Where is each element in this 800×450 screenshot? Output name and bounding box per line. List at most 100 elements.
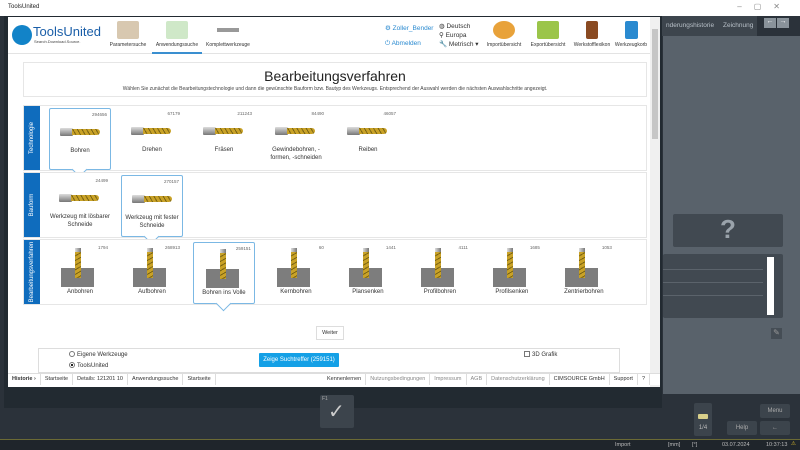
units-select[interactable]: 🔧 Metrisch ▾ — [439, 41, 479, 48]
option-item[interactable]: 294656 Bohren — [49, 108, 111, 170]
tab-zeichnung[interactable]: Zeichnung — [719, 16, 757, 36]
footer-link[interactable]: ? — [638, 374, 650, 385]
user-link[interactable]: ⚙ Zoller_Bender — [385, 25, 434, 32]
content-area: ToolsUnited Search.Download.Source. Para… — [8, 17, 660, 387]
logout-link[interactable]: ⏻ Abmelden — [385, 40, 421, 47]
section-label: Technologie — [24, 106, 40, 170]
book-icon — [586, 21, 598, 39]
footer-link[interactable]: Anwendungssuche — [128, 374, 184, 385]
page-title: Bearbeitungsverfahren — [264, 68, 406, 84]
region-select[interactable]: ⚲ Europa — [439, 32, 467, 39]
title-bar: ToolsUnited — [0, 0, 800, 16]
window-controls[interactable]: –▢✕ — [737, 2, 792, 11]
option-item[interactable]: 270157 Werkzeug mit fester Schneide — [121, 175, 183, 237]
show-results-button[interactable]: Zeige Suchtreffer (259151) — [259, 353, 339, 367]
language-select[interactable]: ◍ Deutsch — [439, 23, 471, 30]
page-indicator[interactable]: 1/4 — [694, 403, 712, 436]
option-label: Anbohren — [66, 289, 94, 295]
weiter-button[interactable]: Weiter — [316, 326, 344, 340]
checkmark-icon: ✓ — [328, 401, 345, 423]
option-item[interactable]: 4111 Profilbohren — [409, 242, 471, 304]
nav-anwendungssuche[interactable]: Anwendungssuche — [152, 21, 202, 54]
radio-toolsunited[interactable]: ToolsUnited — [69, 362, 108, 369]
option-item[interactable]: 211243 Fräsen — [193, 108, 255, 170]
section-bauform: Bauform 24499 Werkzeug mit lösbarer Schnei… — [23, 172, 647, 238]
option-label: Werkzeug mit fester Schneide — [125, 215, 179, 230]
import-button[interactable]: Importübersicht — [484, 21, 524, 48]
werkstofflexikon-button[interactable]: Werkstofflexikon — [572, 21, 612, 48]
footer-link[interactable]: Historie › — [8, 374, 41, 385]
result-count: 67179 — [167, 111, 180, 116]
back-button[interactable]: ← — [760, 421, 790, 435]
radio-eigene-werkzeuge[interactable]: Eigene Werkzeuge — [69, 351, 128, 358]
scrollbar-thumb[interactable] — [652, 29, 658, 139]
edit-pencil-icon[interactable]: ✎ — [771, 328, 782, 339]
arrow-left-button[interactable]: ← — [764, 18, 776, 28]
option-item[interactable]: 1685 Profilsenken — [481, 242, 543, 304]
question-icon: ? — [673, 214, 783, 247]
werkzeugkorb-button[interactable]: Werkzeugkorb — [612, 21, 650, 48]
footer-bar: Historie › Startseite Details: 121201 10 An… — [8, 373, 660, 385]
option-label: Aufbohren — [138, 289, 166, 295]
footer-link[interactable]: AGB — [467, 374, 488, 385]
footer-link[interactable]: Nutzungsbedingungen — [366, 374, 431, 385]
import-icon — [493, 21, 515, 39]
option-item[interactable]: 259151 Bohren ins Volle — [192, 242, 255, 304]
list-box[interactable] — [663, 254, 783, 318]
complete-tool-icon — [217, 21, 239, 39]
option-item[interactable]: 24499 Werkzeug mit lösbarer Schneide — [49, 175, 111, 237]
option-label: Werkzeug mit lösbarer Schneide — [50, 214, 110, 229]
section-label: Bauform — [24, 173, 40, 237]
nav-komplettwerkzeuge[interactable]: Komplettwerkzeuge — [206, 21, 250, 48]
result-count: 294656 — [91, 112, 107, 117]
footer-link[interactable]: Impressum — [430, 374, 467, 385]
footer-link[interactable]: Startseite — [41, 374, 74, 385]
option-item[interactable]: 1794 Anbohren — [49, 242, 111, 304]
footer-link[interactable]: Support — [610, 374, 638, 385]
result-count: 268913 — [164, 245, 180, 250]
window-title: ToolsUnited — [8, 4, 40, 10]
checkbox-3d-grafik[interactable]: 3D Grafik — [524, 351, 557, 358]
option-label: Reiben — [358, 147, 378, 153]
export-button[interactable]: Exportübersicht — [528, 21, 568, 48]
option-item[interactable]: 1441 Plansenken — [337, 242, 399, 304]
footer-link[interactable]: CIMSOURCE GmbH — [550, 374, 610, 385]
export-icon — [537, 21, 559, 39]
option-item[interactable]: 1053 Zentrierbohren — [553, 242, 615, 304]
option-label: Bohren ins Volle — [202, 290, 246, 296]
parameter-search-icon — [117, 21, 139, 39]
option-label: Kernbohren — [280, 289, 312, 295]
help-button[interactable]: Help — [727, 421, 757, 435]
option-label: Drehen — [142, 147, 162, 153]
footer-link[interactable]: Kennenlernen — [323, 374, 367, 385]
result-count: 4111 — [458, 245, 468, 250]
vertical-scrollbar[interactable] — [650, 17, 660, 387]
option-label: Profilbohren — [423, 289, 457, 295]
nav-parametersuche[interactable]: Parametersuche — [108, 21, 148, 48]
list-scrollbar[interactable] — [767, 257, 774, 315]
result-count: 1794 — [97, 245, 108, 250]
right-panel: ? ✎ — [663, 36, 800, 394]
f1-confirm-button[interactable]: F1 ✓ — [320, 395, 354, 428]
application-search-icon — [166, 21, 188, 39]
result-count: 1053 — [601, 245, 612, 250]
result-count: 60 — [318, 245, 324, 250]
result-count: 46057 — [383, 111, 396, 116]
options-panel: Eigene Werkzeuge ToolsUnited Zeige Sucht… — [38, 348, 620, 373]
option-item[interactable]: 60 Kernbohren — [265, 242, 327, 304]
intro-box: Bearbeitungsverfahren Wählen Sie zunächs… — [23, 62, 647, 97]
option-item[interactable]: 268913 Aufbohren — [121, 242, 183, 304]
intro-text: Wählen Sie zunächst die Bearbeitungstech… — [122, 86, 548, 92]
arrow-right-button[interactable]: → — [777, 18, 789, 28]
machine-softkey-bar: F1 ✓ 1/4 Menu Help ← — [0, 395, 800, 439]
option-item[interactable]: 84490 Gewindebohren, -formen, -schneiden — [265, 108, 327, 170]
footer-link[interactable]: Datenschutzerklärung — [487, 374, 550, 385]
option-item[interactable]: 46057 Reiben — [337, 108, 399, 170]
option-item[interactable]: 67179 Drehen — [121, 108, 183, 170]
section-label: Bearbeitungsverfahren — [24, 240, 40, 304]
menu-button[interactable]: Menu — [760, 404, 790, 418]
footer-link[interactable]: Details: 121201 10 — [73, 374, 128, 385]
footer-link[interactable]: Startseite — [183, 374, 216, 385]
option-label: Fräsen — [214, 147, 234, 153]
header: ToolsUnited Search.Download.Source. Para… — [8, 17, 650, 54]
